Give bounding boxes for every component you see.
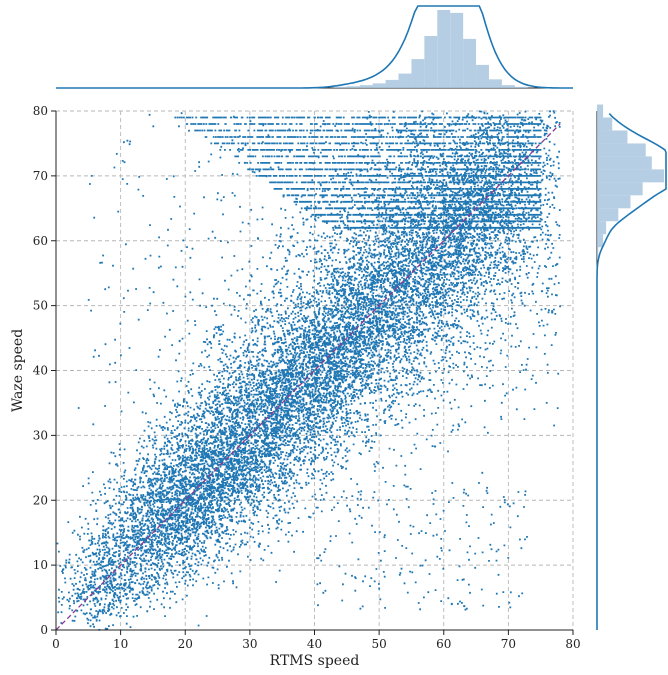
y-tick-label: 0 [40,623,48,637]
marginal-y-bar [597,221,607,235]
marginal-y-bar [597,143,646,157]
marginal-x-kde [56,5,573,89]
x-tick-label: 30 [242,637,257,651]
marginal-y-bar [597,130,628,144]
marginal-x-bar [488,79,502,88]
y-tick-label: 30 [33,428,48,442]
marginal-y-bar [597,104,604,118]
marginal-x-bar [398,73,412,88]
y-ticks: 0 10 20 30 40 50 60 70 80 [33,104,56,637]
x-tick-label: 50 [371,637,386,651]
x-tick-label: 60 [436,637,451,651]
marginal-x-bar [359,85,373,88]
marginal-y-bar [597,195,631,209]
x-axis-label: RTMS speed [270,653,360,669]
scatter-points [56,110,561,631]
marginal-x-bar [514,86,528,88]
x-tick-label: 20 [178,637,193,651]
marginal-x-bar [372,83,386,88]
scatter-dots [56,110,561,631]
x-tick-label: 40 [307,637,322,651]
marginal-x-bar [385,79,399,88]
x-tick-label: 10 [113,637,128,651]
marginal-y-kde [596,113,667,630]
marginal-y-bar [597,182,643,196]
marginal-x-bar [437,10,451,88]
marginal-x-bar [450,12,464,89]
y-tick-label: 10 [33,558,48,572]
marginal-y-bar [597,234,604,248]
marginal-x-bar [463,38,477,88]
marginal-x-bar [411,59,425,88]
marginal-y-bar [597,208,619,222]
reference-line [55,123,561,631]
marginal-x-bar [501,85,515,88]
y-tick-label: 50 [33,299,48,313]
marginal-x-bar [346,86,360,88]
y-tick-label: 80 [33,104,48,118]
y-tick-label: 40 [33,364,48,378]
marginal-y-bar [597,169,664,183]
x-tick-label: 70 [501,637,516,651]
x-tick-label: 80 [565,637,580,651]
marginal-x-histogram [56,5,573,89]
marginal-x-bar [333,86,347,88]
y-axis-label: Waze speed [10,329,26,412]
marginal-y-bar [597,247,599,261]
marginal-y-bar [597,156,652,170]
marginal-y-bar [597,117,613,131]
x-tick-label: 0 [52,637,60,651]
y-tick-label: 20 [33,493,48,507]
x-ticks: 0 10 20 30 40 50 60 70 80 [52,630,581,651]
marginal-x-bar [476,64,489,88]
marginal-y-histogram [596,104,667,630]
y-tick-label: 70 [33,169,48,183]
y-tick-label: 60 [33,234,48,248]
marginal-x-bar [424,36,438,88]
